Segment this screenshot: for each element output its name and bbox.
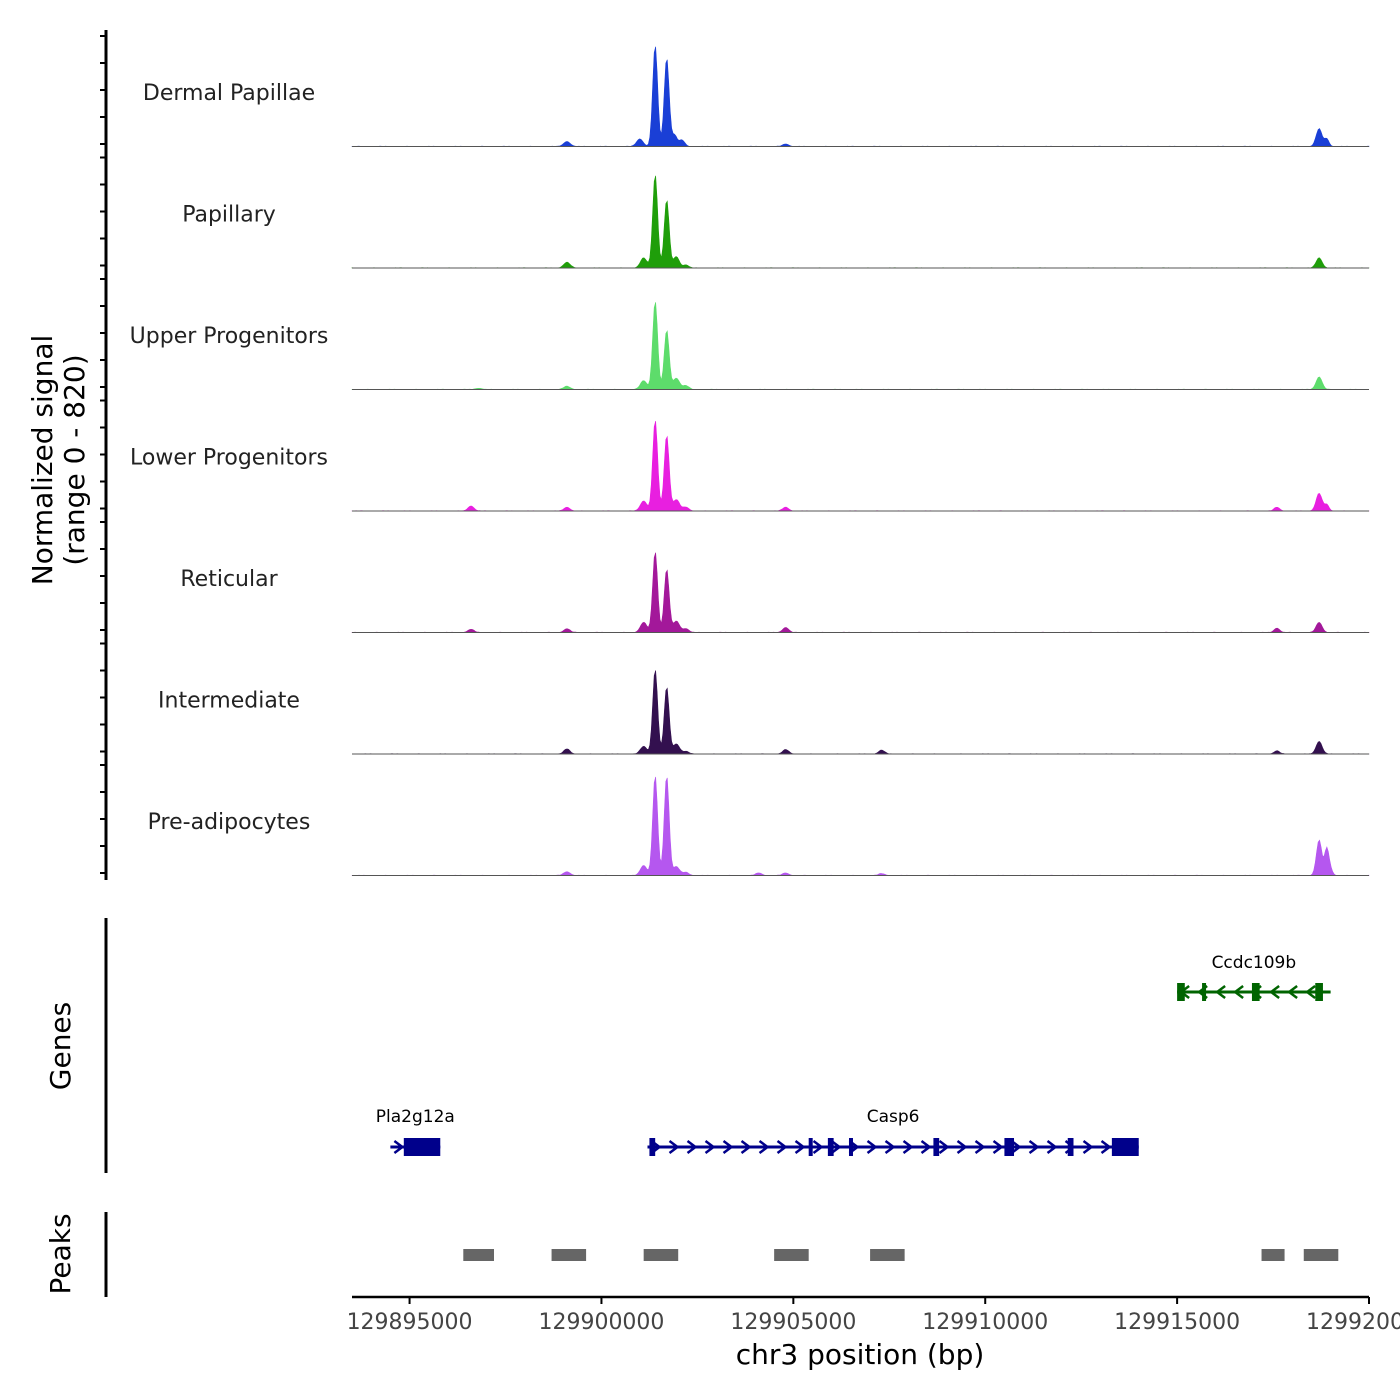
- y-axis-title-line1: Normalized signal: [26, 335, 59, 586]
- strand-arrow: [686, 1140, 698, 1154]
- strand-arrow: [938, 1140, 950, 1154]
- strand-arrow: [1233, 985, 1244, 999]
- track-label: Intermediate: [158, 689, 300, 714]
- strand-arrow: [1082, 1140, 1094, 1154]
- peak-regions: [463, 1249, 1339, 1261]
- peak-region: [551, 1249, 587, 1261]
- strand-arrow: [974, 1140, 986, 1154]
- strand-arrow: [794, 1140, 806, 1154]
- x-axis-title: chr3 position (bp): [736, 1338, 985, 1371]
- x-tick-label: 129895000: [347, 1310, 473, 1335]
- strand-arrow: [902, 1140, 914, 1154]
- strand-arrow: [920, 1140, 932, 1154]
- signal-area: [351, 46, 1370, 147]
- track-label: Upper Progenitors: [130, 324, 329, 349]
- gene-exon: [1177, 983, 1185, 1001]
- gene-Ccdc109b: Ccdc109b: [1177, 953, 1331, 1001]
- strand-arrow: [740, 1140, 752, 1154]
- track-0: Dermal Papillae: [143, 46, 1370, 147]
- y-axis-title-line2: (range 0 - 820): [58, 354, 91, 565]
- strand-arrow: [956, 1140, 968, 1154]
- gene-exon: [1202, 983, 1207, 1001]
- x-tick-label: 129920000: [1306, 1310, 1400, 1335]
- strand-arrow: [884, 1140, 896, 1154]
- strand-arrow: [776, 1140, 788, 1154]
- strand-arrow: [1010, 1140, 1022, 1154]
- track-3: Lower Progenitors: [130, 421, 1370, 512]
- track-label: Lower Progenitors: [130, 446, 328, 471]
- gene-name-label: Ccdc109b: [1212, 953, 1297, 973]
- x-tick-label: 129915000: [1114, 1310, 1240, 1335]
- strand-arrow: [1287, 985, 1298, 999]
- signal-area: [351, 776, 1370, 876]
- signal-area: [351, 552, 1370, 633]
- gene-exon: [827, 1138, 834, 1156]
- x-tick-label: 129900000: [538, 1310, 664, 1335]
- gene-annotations: Ccdc109b Pla2g12a Casp6: [376, 953, 1331, 1156]
- x-axis-ticks: 129895000 129900000 129905000 129910000 1299…: [347, 1297, 1400, 1335]
- peak-region: [1303, 1249, 1339, 1261]
- peak-region: [1261, 1249, 1285, 1261]
- strand-arrow: [866, 1140, 878, 1154]
- peak-region: [870, 1249, 905, 1261]
- strand-arrow: [704, 1140, 716, 1154]
- strand-arrow: [1046, 1140, 1058, 1154]
- track-5: Intermediate: [158, 670, 1370, 755]
- track-1: Papillary: [182, 175, 1370, 269]
- gene-exon: [1111, 1138, 1139, 1156]
- track-6: Pre-adipocytes: [148, 776, 1370, 876]
- x-tick-label: 129905000: [730, 1310, 856, 1335]
- signal-area: [351, 175, 1370, 269]
- peak-region: [463, 1249, 494, 1261]
- coverage-axis-ticks: [100, 35, 106, 874]
- gene-exon: [1067, 1138, 1074, 1156]
- signal-area: [351, 670, 1370, 755]
- strand-arrow: [393, 1140, 405, 1154]
- strand-arrow: [1028, 1140, 1040, 1154]
- gene-Pla2g12a: Pla2g12a: [376, 1107, 455, 1156]
- strand-arrow: [830, 1140, 842, 1154]
- gene-exon: [649, 1138, 656, 1156]
- track-label: Dermal Papillae: [143, 81, 315, 106]
- peak-region: [774, 1249, 809, 1261]
- x-tick-label: 129910000: [922, 1310, 1048, 1335]
- strand-arrow: [1269, 985, 1280, 999]
- coverage-y-axis-title: Normalized signal (range 0 - 820): [26, 335, 91, 586]
- track-4: Reticular: [180, 552, 1370, 633]
- strand-arrow: [1100, 1140, 1112, 1154]
- gene-name-label: Casp6: [867, 1107, 920, 1127]
- coverage-tracks: Dermal Papillae Papillary Upper Progenitor…: [130, 46, 1370, 876]
- strand-arrow: [992, 1140, 1004, 1154]
- track-label: Reticular: [180, 567, 278, 592]
- gene-exon: [808, 1138, 813, 1156]
- peaks-panel-label: Peaks: [44, 1213, 77, 1294]
- strand-arrow: [668, 1140, 680, 1154]
- strand-arrow: [758, 1140, 770, 1154]
- signal-area: [351, 302, 1370, 390]
- gene-exon: [1315, 983, 1323, 1001]
- strand-arrow: [1305, 985, 1316, 999]
- gene-exon: [933, 1138, 940, 1156]
- genes-panel-label: Genes: [44, 1002, 77, 1090]
- strand-arrow: [722, 1140, 734, 1154]
- track-2: Upper Progenitors: [130, 302, 1370, 390]
- gene-name-label: Pla2g12a: [376, 1107, 455, 1127]
- gene-exon: [1251, 983, 1260, 1001]
- strand-arrow: [812, 1140, 824, 1154]
- track-label: Papillary: [182, 203, 276, 228]
- gene-Casp6: Casp6: [647, 1107, 1139, 1156]
- strand-arrow: [1215, 985, 1226, 999]
- signal-area: [351, 421, 1370, 512]
- gene-exon: [403, 1138, 441, 1156]
- gene-exon: [848, 1138, 853, 1156]
- track-label: Pre-adipocytes: [148, 810, 311, 835]
- peak-region: [643, 1249, 679, 1261]
- gene-exon: [1004, 1138, 1015, 1156]
